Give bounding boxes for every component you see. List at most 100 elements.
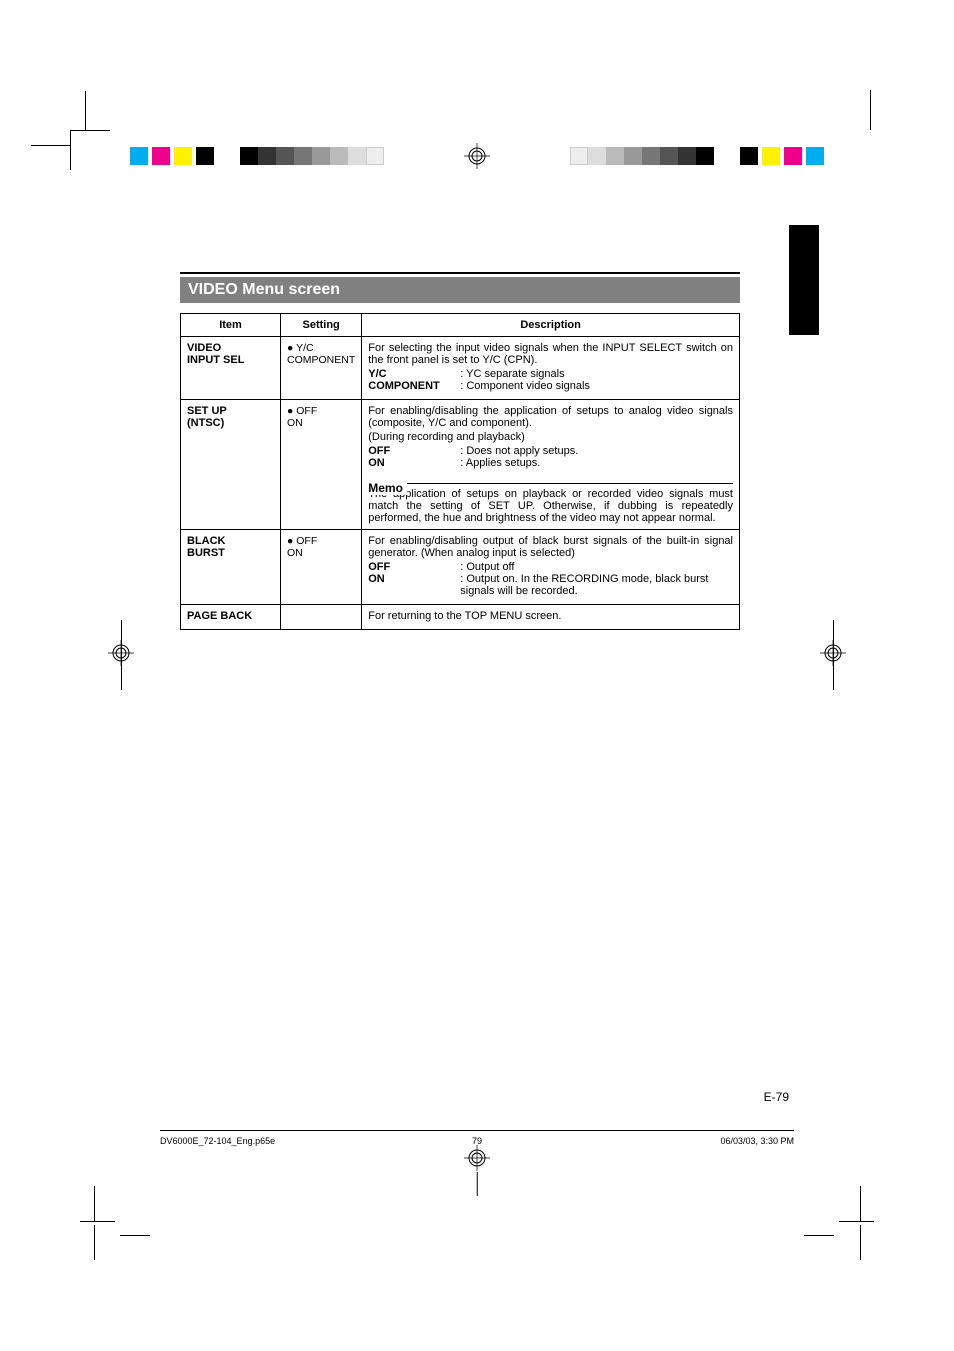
table-row: PAGE BACK For returning to the TOP MENU … xyxy=(181,605,740,630)
page-number: E-79 xyxy=(764,1090,789,1104)
memo-body: The application of setups on playback or… xyxy=(368,484,733,524)
footer-rule xyxy=(160,1130,794,1131)
desc-text: For selecting the input video signals wh… xyxy=(368,342,733,366)
item-label-line2: BURST xyxy=(187,547,274,559)
def-val: : Output off xyxy=(460,561,514,573)
registration-mark-left xyxy=(108,640,134,666)
setting-cell: OFF ON xyxy=(281,400,362,530)
grayscale-right xyxy=(570,147,714,165)
yellow-block xyxy=(174,147,192,165)
grey-step xyxy=(660,147,678,165)
cyan-block xyxy=(806,147,824,165)
desc-sub: (During recording and playback) xyxy=(368,431,733,443)
setting-default: OFF xyxy=(287,535,355,547)
grey-step xyxy=(276,147,294,165)
item-cell: PAGE BACK xyxy=(181,605,281,630)
grey-step xyxy=(258,147,276,165)
registration-mark-bottom xyxy=(464,1145,490,1171)
item-label-line2: (NTSC) xyxy=(187,417,274,429)
setting-option: COMPONENT xyxy=(287,354,355,366)
col-item-header: Item xyxy=(181,314,281,337)
def-key: OFF xyxy=(368,445,460,457)
grey-step xyxy=(678,147,696,165)
cmyk-blocks-right xyxy=(736,147,824,165)
crop-mark-tl xyxy=(70,130,110,170)
setting-option: ON xyxy=(287,417,355,429)
registration-mark-top xyxy=(464,143,490,169)
crop-mark-bl3 xyxy=(120,1235,150,1236)
def-val: : Applies setups. xyxy=(460,457,540,469)
magenta-block xyxy=(152,147,170,165)
setting-default: OFF xyxy=(287,405,355,417)
top-print-marks xyxy=(0,147,954,177)
desc-text: For returning to the TOP MENU screen. xyxy=(368,610,733,622)
grey-step xyxy=(570,147,588,165)
crop-mark-tr xyxy=(844,130,884,170)
grey-step xyxy=(330,147,348,165)
setting-cell xyxy=(281,605,362,630)
section-tab xyxy=(789,225,819,335)
def-key: COMPONENT xyxy=(368,380,460,392)
grey-step xyxy=(366,147,384,165)
definition-list: OFF: Output off ON: Output on. In the RE… xyxy=(368,561,733,597)
table-row: VIDEO INPUT SEL Y/C COMPONENT For select… xyxy=(181,337,740,400)
def-key: OFF xyxy=(368,561,460,573)
grayscale-left xyxy=(240,147,384,165)
grey-step xyxy=(348,147,366,165)
setting-cell: Y/C COMPONENT xyxy=(281,337,362,400)
setting-default: Y/C xyxy=(287,342,355,354)
grey-step xyxy=(624,147,642,165)
cyan-block xyxy=(130,147,148,165)
definition-list: OFF: Does not apply setups. ON: Applies … xyxy=(368,445,733,469)
yellow-block xyxy=(762,147,780,165)
table-row: BLACK BURST OFF ON For enabling/disablin… xyxy=(181,530,740,605)
description-cell: For enabling/disabling the application o… xyxy=(362,400,740,530)
table-header-row: Item Setting Description xyxy=(181,314,740,337)
def-key: Y/C xyxy=(368,368,460,380)
header-rule xyxy=(180,272,740,274)
item-label-line2: INPUT SEL xyxy=(187,354,274,366)
grey-step xyxy=(606,147,624,165)
desc-text: For enabling/disabling the application o… xyxy=(368,405,733,429)
description-cell: For selecting the input video signals wh… xyxy=(362,337,740,400)
menu-table: Item Setting Description VIDEO INPUT SEL… xyxy=(180,313,740,630)
crop-mark-br3 xyxy=(804,1235,834,1236)
memo-label: Memo xyxy=(364,481,407,495)
description-cell: For enabling/disabling output of black b… xyxy=(362,530,740,605)
black-block xyxy=(740,147,758,165)
bottom-guide xyxy=(477,1172,478,1196)
footer-date: 06/03/03, 3:30 PM xyxy=(720,1136,794,1146)
item-label-line1: SET UP xyxy=(187,405,274,417)
def-val: : Output on. In the RECORDING mode, blac… xyxy=(460,573,733,597)
def-val: : Does not apply setups. xyxy=(460,445,578,457)
setting-option: ON xyxy=(287,547,355,559)
setting-cell: OFF ON xyxy=(281,530,362,605)
definition-list: Y/C: YC separate signals COMPONENT: Comp… xyxy=(368,368,733,392)
grey-step xyxy=(642,147,660,165)
grey-step xyxy=(294,147,312,165)
item-label-line1: BLACK xyxy=(187,535,274,547)
section-title: VIDEO Menu screen xyxy=(180,277,740,303)
col-setting-header: Setting xyxy=(281,314,362,337)
memo-box: Memo The application of setups on playba… xyxy=(368,473,733,524)
grey-step xyxy=(588,147,606,165)
grey-step xyxy=(240,147,258,165)
black-block xyxy=(196,147,214,165)
col-description-header: Description xyxy=(362,314,740,337)
grey-step xyxy=(696,147,714,165)
desc-text: For enabling/disabling output of black b… xyxy=(368,535,733,559)
item-cell: SET UP (NTSC) xyxy=(181,400,281,530)
footer-file: DV6000E_72-104_Eng.p65e xyxy=(160,1136,275,1146)
description-cell: For returning to the TOP MENU screen. xyxy=(362,605,740,630)
def-val: : Component video signals xyxy=(460,380,590,392)
content-area: VIDEO Menu screen Item Setting Descripti… xyxy=(180,272,740,630)
page: VIDEO Menu screen Item Setting Descripti… xyxy=(0,0,954,1351)
item-cell: BLACK BURST xyxy=(181,530,281,605)
def-val: : YC separate signals xyxy=(460,368,564,380)
cmyk-blocks-left xyxy=(130,147,218,165)
item-cell: VIDEO INPUT SEL xyxy=(181,337,281,400)
grey-step xyxy=(312,147,330,165)
def-key: ON xyxy=(368,457,460,469)
item-label-line1: VIDEO xyxy=(187,342,274,354)
def-key: ON xyxy=(368,573,460,597)
